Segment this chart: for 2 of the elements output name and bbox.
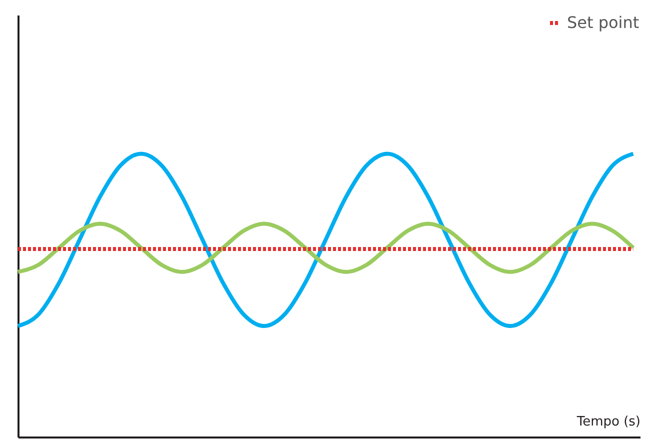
legend-label: Set point [567,13,640,32]
x-axis-title: Tempo (s) [576,414,640,430]
